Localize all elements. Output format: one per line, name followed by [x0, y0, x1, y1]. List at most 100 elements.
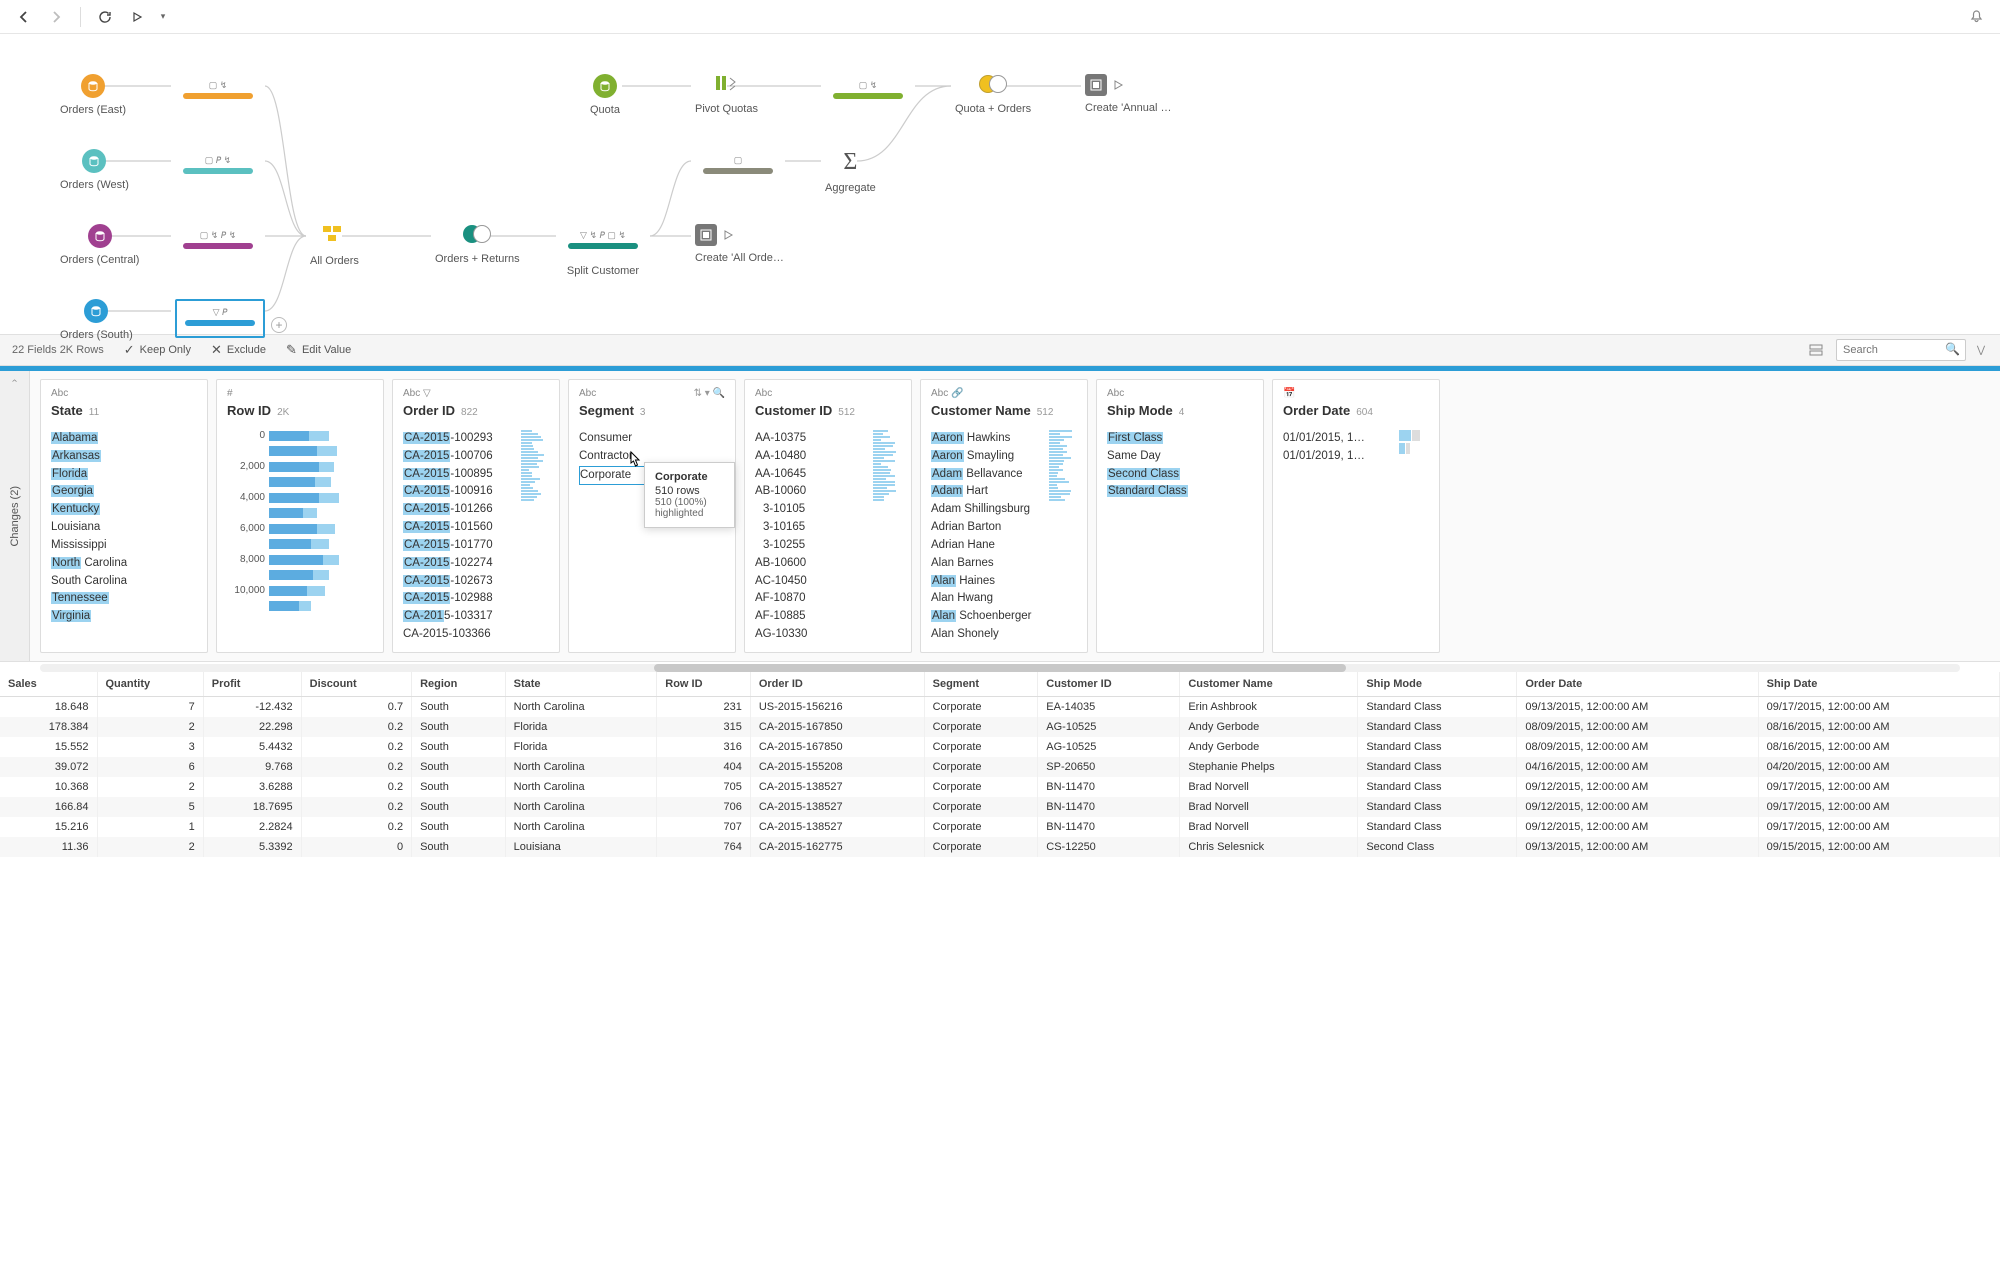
card-value[interactable]: AA-10645	[755, 466, 867, 484]
flow-node-quota_orders[interactable]: Quota + Orders	[955, 74, 1031, 115]
table-header[interactable]: Quantity	[97, 672, 203, 697]
table-row[interactable]: 166.84518.76950.2SouthNorth Carolina706C…	[0, 797, 2000, 817]
flow-node-step_west[interactable]: ▢ 𝘗 ↯	[175, 149, 261, 184]
table-row[interactable]: 39.07269.7680.2SouthNorth Carolina404CA-…	[0, 757, 2000, 777]
flow-node-orders_east[interactable]: Orders (East)	[60, 74, 126, 116]
card-value[interactable]: AF-10870	[755, 590, 867, 608]
card-value[interactable]: Aaron Smayling	[931, 448, 1043, 466]
card-value[interactable]: Virginia	[51, 608, 197, 626]
table-header[interactable]: Ship Mode	[1358, 672, 1517, 697]
card-value[interactable]: CA-2015-101770	[403, 537, 515, 555]
card-value[interactable]: CA-2015-101266	[403, 501, 515, 519]
flow-node-create_all[interactable]: Create 'All Orde…	[695, 224, 784, 264]
card-value[interactable]: Same Day	[1107, 448, 1253, 466]
table-header[interactable]: Sales	[0, 672, 97, 697]
card-value[interactable]: Alan Barnes	[931, 555, 1043, 573]
changes-tab[interactable]: Changes (2) ›	[0, 371, 30, 661]
card-value[interactable]: Alan Hwang	[931, 590, 1043, 608]
table-row[interactable]: 15.21612.28240.2SouthNorth Carolina707CA…	[0, 817, 2000, 837]
notifications-icon[interactable]	[1964, 5, 1988, 29]
card-value[interactable]: 3-10165	[755, 519, 867, 537]
table-row[interactable]: 10.36823.62880.2SouthNorth Carolina705CA…	[0, 777, 2000, 797]
profile-card-order-id[interactable]: Abc ▽Order ID822CA-2015-100293CA-2015-10…	[392, 379, 560, 653]
flow-node-step_east[interactable]: ▢ ↯	[175, 74, 261, 109]
table-row[interactable]: 178.384222.2980.2SouthFlorida315CA-2015-…	[0, 717, 2000, 737]
table-header[interactable]: Customer ID	[1038, 672, 1180, 697]
card-value[interactable]: Alan Schoenberger	[931, 608, 1043, 626]
table-row[interactable]: 15.55235.44320.2SouthFlorida316CA-2015-1…	[0, 737, 2000, 757]
card-value[interactable]: CA-2015-100916	[403, 483, 515, 501]
refresh-button[interactable]	[93, 5, 117, 29]
flow-canvas[interactable]: Orders (East) Orders (West) Orders (Centra…	[0, 34, 2000, 334]
flow-node-orders_west[interactable]: Orders (West)	[60, 149, 129, 191]
card-value[interactable]: CA-2015-100706	[403, 448, 515, 466]
card-value[interactable]: Adrian Barton	[931, 519, 1043, 537]
table-header[interactable]: Order ID	[750, 672, 924, 697]
card-value[interactable]: AB-10600	[755, 555, 867, 573]
exclude-button[interactable]: ✕Exclude	[211, 342, 266, 358]
data-grid[interactable]: SalesQuantityProfitDiscountRegionStateRo…	[0, 672, 2000, 857]
card-value[interactable]: 3-10105	[755, 501, 867, 519]
card-value[interactable]: CA-2015-100293	[403, 430, 515, 448]
flow-node-agg[interactable]: ▢	[695, 149, 781, 184]
profile-card-order-date[interactable]: 📅Order Date60401/01/2015, 1…01/01/2019, …	[1272, 379, 1440, 653]
forward-button[interactable]	[44, 5, 68, 29]
card-value[interactable]: Consumer	[579, 430, 725, 448]
flow-node-step_quota[interactable]: ▢ ↯	[825, 74, 911, 109]
expand-icon[interactable]: ⋁	[1974, 338, 1988, 362]
card-value[interactable]: AC-10450	[755, 573, 867, 591]
card-value[interactable]: CA-2015-102988	[403, 590, 515, 608]
card-value[interactable]: Adrian Hane	[931, 537, 1043, 555]
card-value[interactable]: Florida	[51, 466, 197, 484]
flow-node-orders_central[interactable]: Orders (Central)	[60, 224, 139, 266]
table-header[interactable]: Discount	[301, 672, 411, 697]
table-header[interactable]: Order Date	[1517, 672, 1758, 697]
card-value[interactable]: CA-2015-103366	[403, 626, 515, 644]
table-header[interactable]: Region	[412, 672, 506, 697]
table-header[interactable]: Row ID	[657, 672, 751, 697]
flow-node-orders_south[interactable]: Orders (South)	[60, 299, 133, 341]
flow-node-step_central[interactable]: ▢ ↯ 𝘗 ↯	[175, 224, 261, 259]
card-value[interactable]: 01/01/2019, 1…	[1283, 448, 1393, 466]
profile-card-customer-id[interactable]: AbcCustomer ID512AA-10375AA-10480AA-1064…	[744, 379, 912, 653]
card-value[interactable]: First Class	[1107, 430, 1253, 448]
card-value[interactable]: AF-10885	[755, 608, 867, 626]
card-value[interactable]: AB-10060	[755, 483, 867, 501]
table-header[interactable]: Segment	[924, 672, 1038, 697]
card-value[interactable]: Adam Shillingsburg	[931, 501, 1043, 519]
card-value[interactable]: North Carolina	[51, 555, 197, 573]
card-value[interactable]: AG-10330	[755, 626, 867, 644]
card-value[interactable]: CA-2015-102274	[403, 555, 515, 573]
flow-node-step_south[interactable]: ▽ 𝘗+	[175, 299, 265, 338]
table-header[interactable]: Ship Date	[1758, 672, 1999, 697]
flow-node-split_customer[interactable]: ▽ ↯ 𝘗 ▢ ↯Split Customer	[560, 224, 646, 277]
profile-card-segment[interactable]: Abc⇅ ▾ 🔍Segment3ConsumerContractorCorpor…	[568, 379, 736, 653]
card-value[interactable]: Adam Hart	[931, 483, 1043, 501]
edit-value-button[interactable]: ✎Edit Value	[286, 342, 351, 358]
card-value[interactable]: Standard Class	[1107, 483, 1253, 501]
run-button[interactable]	[125, 5, 149, 29]
keep-only-button[interactable]: ✓Keep Only	[124, 342, 191, 358]
flow-node-all_orders[interactable]: All Orders	[310, 224, 359, 267]
card-value[interactable]: Alabama	[51, 430, 197, 448]
card-value[interactable]: Alan Shonely	[931, 626, 1043, 644]
table-header[interactable]: Profit	[203, 672, 301, 697]
profile-card-row-id[interactable]: #Row ID2K02,0004,0006,0008,00010,000	[216, 379, 384, 653]
flow-node-quota[interactable]: Quota	[590, 74, 620, 116]
card-value[interactable]: CA-2015-101560	[403, 519, 515, 537]
profile-card-ship-mode[interactable]: AbcShip Mode4First ClassSame DaySecond C…	[1096, 379, 1264, 653]
card-value[interactable]: Aaron Hawkins	[931, 430, 1043, 448]
profile-card-customer-name[interactable]: Abc 🔗Customer Name512Aaron HawkinsAaron …	[920, 379, 1088, 653]
card-value[interactable]: CA-2015-102673	[403, 573, 515, 591]
cards-scrollbar[interactable]	[40, 664, 1960, 672]
card-value[interactable]: CA-2015-100895	[403, 466, 515, 484]
card-value[interactable]: Adam Bellavance	[931, 466, 1043, 484]
flow-node-pivot_quotas[interactable]: Pivot Quotas	[695, 74, 758, 115]
add-step-icon[interactable]: +	[271, 317, 287, 333]
card-value[interactable]: Second Class	[1107, 466, 1253, 484]
card-value[interactable]: 3-10255	[755, 537, 867, 555]
card-value[interactable]: South Carolina	[51, 573, 197, 591]
card-value[interactable]: Kentucky	[51, 501, 197, 519]
back-button[interactable]	[12, 5, 36, 29]
table-header[interactable]: State	[505, 672, 657, 697]
